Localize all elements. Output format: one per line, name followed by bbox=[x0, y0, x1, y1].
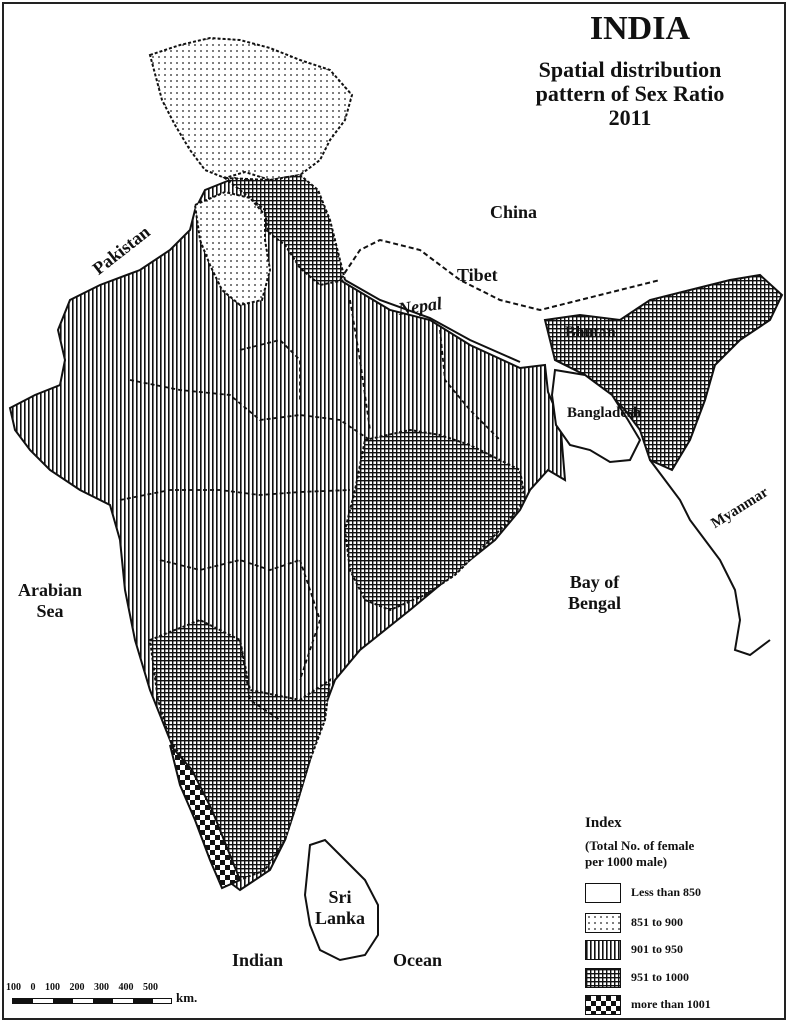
label-china: China bbox=[490, 202, 538, 222]
label-bay-of-bengal: Bay of Bengal bbox=[568, 572, 621, 614]
label-bhutan: Bhutan bbox=[565, 324, 616, 341]
scale-bar: 100 0 100 200 300 400 500 km. bbox=[6, 982, 246, 1012]
legend-item-more-than-1001: more than 1001 bbox=[585, 995, 785, 1017]
legend-subtitle-line-1: (Total No. of female bbox=[585, 838, 695, 853]
legend-item-901-950: 901 to 950 bbox=[585, 940, 785, 962]
map-subtitle: Spatial distribution pattern of Sex Rati… bbox=[480, 58, 780, 130]
legend-subtitle: (Total No. of female per 1000 male) bbox=[585, 838, 785, 870]
legend: Index (Total No. of female per 1000 male… bbox=[585, 815, 785, 1015]
legend-subtitle-line-2: per 1000 male) bbox=[585, 854, 668, 869]
nepal-border bbox=[344, 279, 521, 363]
region-951-1000-north bbox=[221, 173, 347, 287]
myanmar-coast bbox=[649, 459, 771, 657]
swatch-dots bbox=[585, 913, 621, 933]
bay-line-1: Bay of bbox=[569, 572, 620, 592]
region-951-1000-south bbox=[148, 618, 332, 882]
legend-label: more than 1001 bbox=[631, 997, 711, 1011]
scale-bar-graphic bbox=[12, 998, 172, 1004]
label-ocean: Ocean bbox=[393, 950, 442, 970]
legend-item-951-1000: 951 to 1000 bbox=[585, 968, 785, 990]
scale-ticks: 100 0 100 200 300 400 500 bbox=[6, 982, 165, 993]
region-more-than-1001 bbox=[169, 744, 242, 890]
map-title: INDIA bbox=[589, 10, 690, 47]
label-indian: Indian bbox=[232, 950, 284, 970]
swatch-blank bbox=[585, 883, 621, 903]
bangladesh-area bbox=[550, 368, 642, 464]
swatch-grid bbox=[585, 968, 621, 988]
legend-label: 851 to 900 bbox=[631, 915, 683, 929]
legend-label: 951 to 1000 bbox=[631, 970, 689, 984]
label-sri-lanka: Sri Lanka bbox=[315, 887, 365, 929]
region-851-900-jk bbox=[148, 36, 354, 182]
sri-lanka-line-1: Sri bbox=[328, 887, 352, 907]
scale-tick: 0 bbox=[30, 982, 36, 993]
sri-lanka-island bbox=[303, 838, 379, 962]
subtitle-line-2: pattern of Sex Ratio bbox=[535, 81, 725, 106]
subtitle-line-1: Spatial distribution bbox=[538, 57, 722, 82]
region-951-1000-east bbox=[343, 428, 527, 612]
legend-item-851-900: 851 to 900 bbox=[585, 913, 785, 935]
swatch-vertical-lines bbox=[585, 940, 621, 960]
legend-item-less-than-850: Less than 850 bbox=[585, 883, 785, 905]
subtitle-line-3: 2011 bbox=[608, 105, 652, 130]
arabian-sea-line-2: Sea bbox=[36, 601, 64, 621]
legend-title: Index bbox=[585, 815, 622, 831]
label-arabian-sea: Arabian Sea bbox=[18, 580, 82, 622]
international-border bbox=[339, 238, 661, 312]
sri-lanka-line-2: Lanka bbox=[315, 908, 366, 928]
region-851-900-punjab bbox=[193, 190, 272, 307]
label-tibet: Tibet bbox=[457, 265, 498, 285]
label-bangladesh: Bangladesh bbox=[567, 405, 642, 421]
state-boundaries bbox=[119, 299, 501, 721]
scale-tick: 100 bbox=[45, 982, 60, 993]
swatch-checker bbox=[585, 995, 621, 1015]
scale-tick: 300 bbox=[94, 982, 109, 993]
scale-tick: 200 bbox=[69, 982, 85, 993]
scale-tick: 500 bbox=[143, 982, 158, 993]
scale-tick: 400 bbox=[118, 982, 134, 993]
bay-line-2: Bengal bbox=[568, 593, 622, 613]
legend-label: 901 to 950 bbox=[631, 942, 683, 956]
scale-unit: km. bbox=[176, 990, 198, 1005]
legend-label: Less than 850 bbox=[631, 885, 702, 899]
scale-tick: 100 bbox=[6, 982, 21, 993]
arabian-sea-line-1: Arabian bbox=[18, 580, 83, 600]
